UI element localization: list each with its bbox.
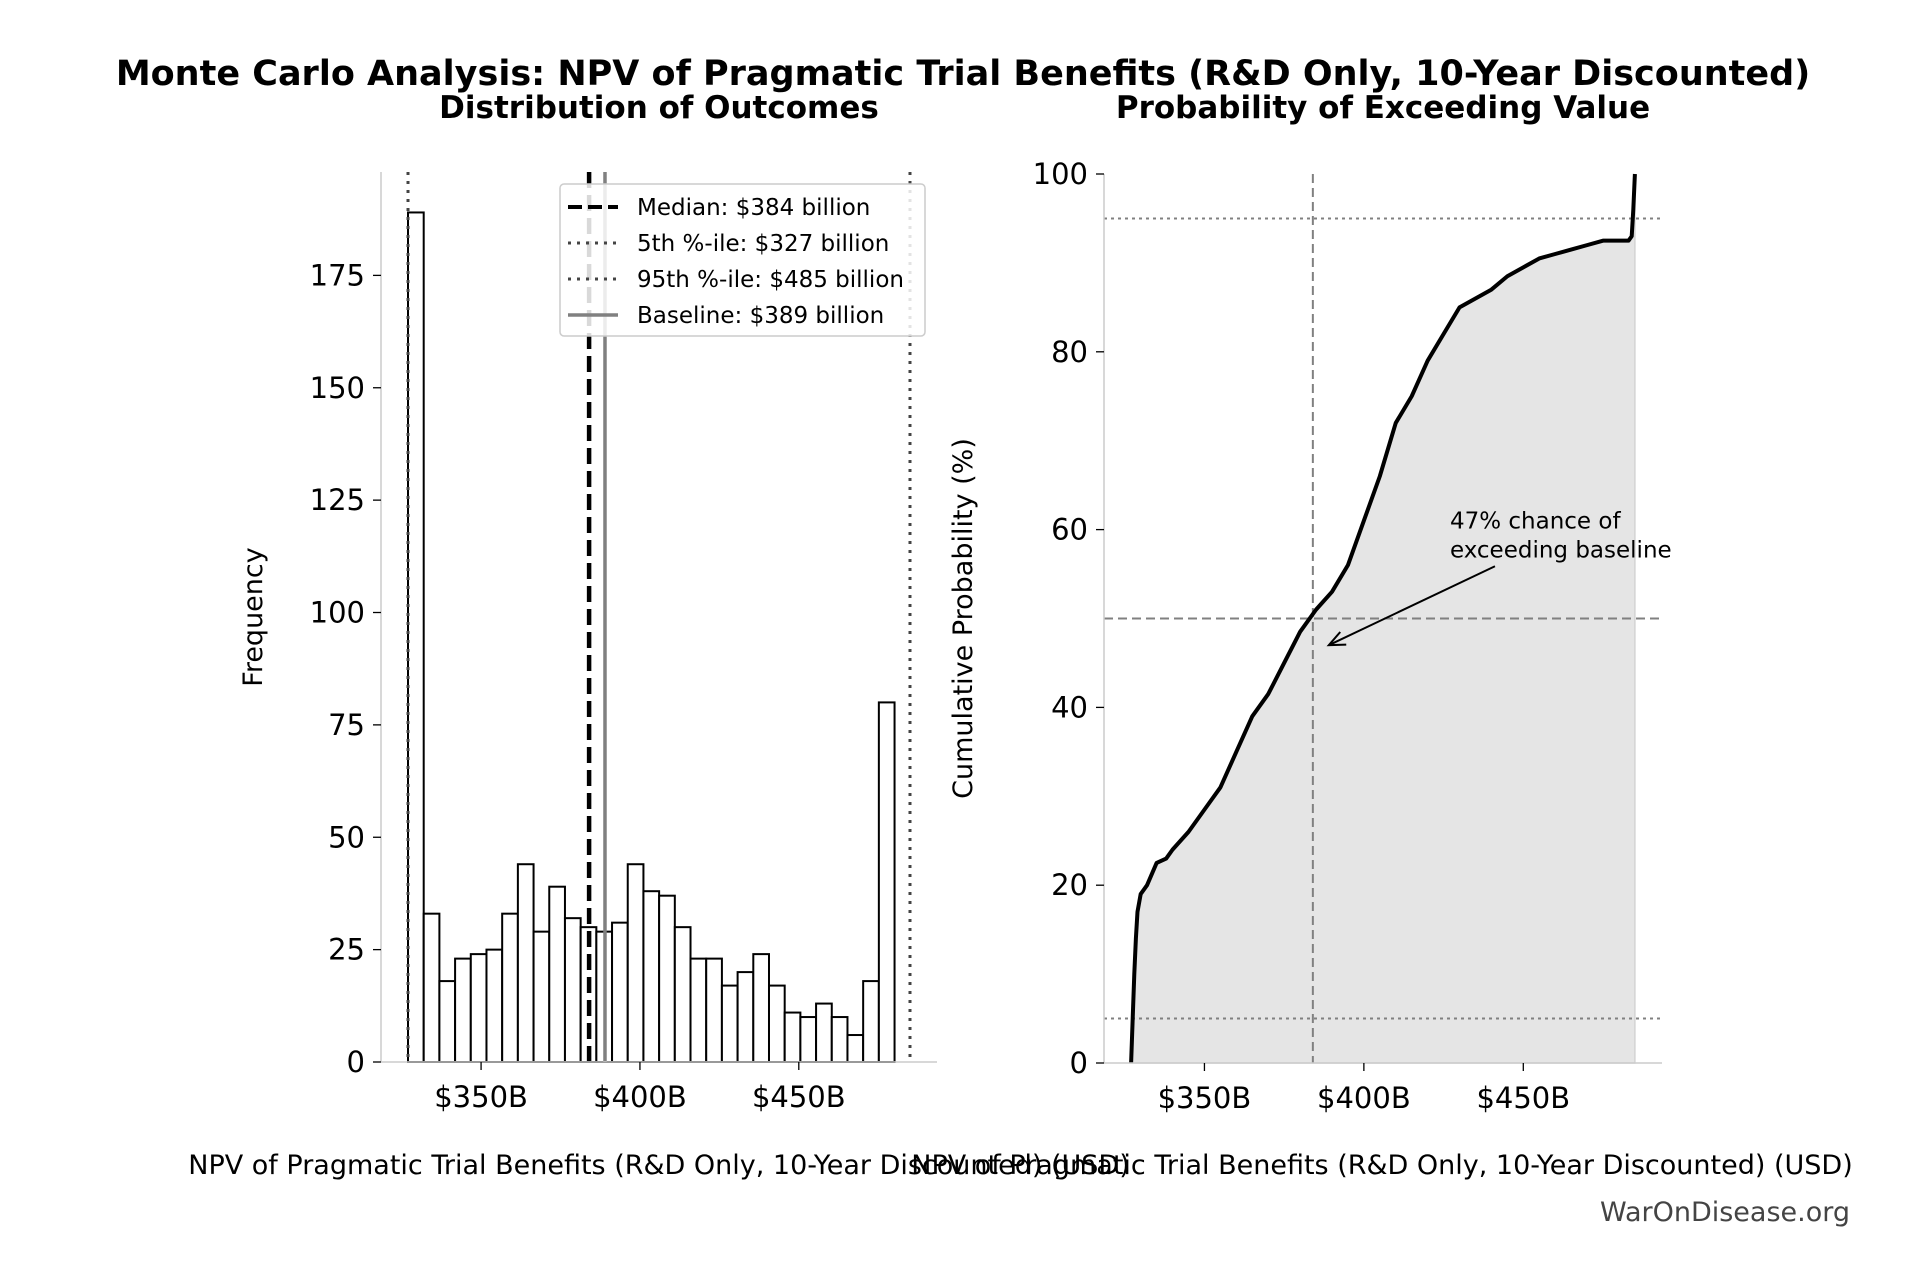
histogram-bar bbox=[579, 926, 598, 1063]
histogram-bar bbox=[532, 930, 551, 1064]
histogram-bar bbox=[454, 957, 472, 1063]
histogram-bar bbox=[783, 1011, 802, 1063]
histogram-y-tick-label: 125 bbox=[310, 483, 365, 517]
annotation-text: 47% chance of bbox=[1450, 508, 1622, 534]
histogram-x-tick-label: $450B bbox=[752, 1080, 846, 1114]
histogram-bar bbox=[830, 1016, 849, 1063]
histogram-bar bbox=[689, 957, 708, 1063]
histogram-bar bbox=[767, 984, 786, 1064]
histogram-bar bbox=[407, 211, 425, 1064]
histogram-y-tick-label: 0 bbox=[347, 1045, 365, 1079]
histogram-bar bbox=[877, 701, 896, 1063]
histogram-y-tick-label: 50 bbox=[328, 820, 365, 854]
annotation-text: exceeding baseline bbox=[1450, 537, 1672, 563]
histogram-bar bbox=[485, 948, 504, 1064]
histogram-y-tick-label: 100 bbox=[310, 596, 365, 630]
histogram-bar bbox=[720, 984, 739, 1064]
cdf-y-tick-label: 80 bbox=[1051, 335, 1088, 369]
histogram-y-tick-label: 25 bbox=[328, 933, 365, 967]
histogram-bar bbox=[469, 953, 488, 1063]
histogram-y-label: Frequency bbox=[238, 547, 269, 687]
legend-label: 5th %-ile: $327 billion bbox=[637, 231, 889, 257]
histogram-bar bbox=[611, 921, 629, 1063]
histogram-bar bbox=[501, 912, 519, 1064]
legend-label: Median: $384 billion bbox=[637, 195, 870, 221]
cdf-x-tick-label: $400B bbox=[1317, 1081, 1411, 1115]
annotation-arrow-head bbox=[1326, 631, 1347, 647]
histogram-bar bbox=[673, 926, 692, 1063]
cdf-subtitle: Probability of Exceeding Value bbox=[1116, 90, 1650, 126]
histogram-y-tick-label: 150 bbox=[310, 371, 365, 405]
histogram-y-tick-label: 75 bbox=[328, 708, 365, 742]
histogram-y-tick-label: 175 bbox=[310, 258, 365, 292]
histogram-bar bbox=[799, 1016, 818, 1063]
histogram-bar bbox=[736, 971, 755, 1063]
cdf-y-label: Cumulative Probability (%) bbox=[948, 438, 979, 799]
histogram-bar bbox=[862, 980, 880, 1063]
cdf-y-tick-label: 0 bbox=[1070, 1046, 1088, 1080]
cdf-y-tick-label: 60 bbox=[1051, 513, 1088, 547]
histogram-bar bbox=[516, 863, 535, 1063]
histogram-bar bbox=[658, 894, 676, 1064]
figure-title: Monte Carlo Analysis: NPV of Pragmatic T… bbox=[116, 54, 1810, 94]
histogram-bar bbox=[422, 912, 441, 1064]
histogram-bar bbox=[752, 953, 770, 1063]
legend-label: Baseline: $389 billion bbox=[637, 303, 884, 329]
histogram-x-tick-label: $350B bbox=[434, 1080, 528, 1114]
cdf-annotation: 47% chance of exceeding baseline bbox=[1326, 508, 1672, 647]
histogram-bar bbox=[846, 1034, 865, 1063]
cdf-x-label: NPV of Pragmatic Trial Benefits (R&D Onl… bbox=[911, 1150, 1852, 1181]
watermark: WarOnDisease.org bbox=[1600, 1197, 1850, 1228]
cdf-y-tick-label: 20 bbox=[1051, 868, 1088, 902]
cdf-y-tick-label: 40 bbox=[1051, 690, 1088, 724]
cdf-panel: Probability of Exceeding Value $350B $400B… bbox=[911, 90, 1852, 1181]
histogram-bar bbox=[642, 890, 661, 1063]
histogram-bar bbox=[438, 980, 457, 1063]
cdf-y-tick-label: 100 bbox=[1033, 157, 1088, 191]
cdf-x-tick-label: $450B bbox=[1476, 1081, 1570, 1115]
histogram-bar bbox=[563, 917, 582, 1063]
histogram-panel: Distribution of Outcomes $350B $400B $450B 0… bbox=[188, 90, 1129, 1181]
histogram-bar bbox=[705, 957, 723, 1063]
histogram-bar bbox=[815, 1002, 833, 1064]
legend-box bbox=[559, 183, 926, 337]
annotation-arrow-shaft bbox=[1328, 565, 1496, 647]
histogram-legend: Median: $384 billion 5th %-ile: $327 bill… bbox=[559, 183, 926, 337]
histogram-bar bbox=[626, 863, 645, 1063]
histogram-subtitle: Distribution of Outcomes bbox=[439, 90, 879, 126]
histogram-x-tick-label: $400B bbox=[593, 1080, 687, 1114]
histogram-bar bbox=[548, 885, 566, 1063]
cdf-x-tick-label: $350B bbox=[1158, 1081, 1252, 1115]
legend-label: 95th %-ile: $485 billion bbox=[637, 267, 904, 293]
cdf-line bbox=[1129, 173, 1637, 1064]
histogram-x-label: NPV of Pragmatic Trial Benefits (R&D Onl… bbox=[188, 1150, 1129, 1181]
